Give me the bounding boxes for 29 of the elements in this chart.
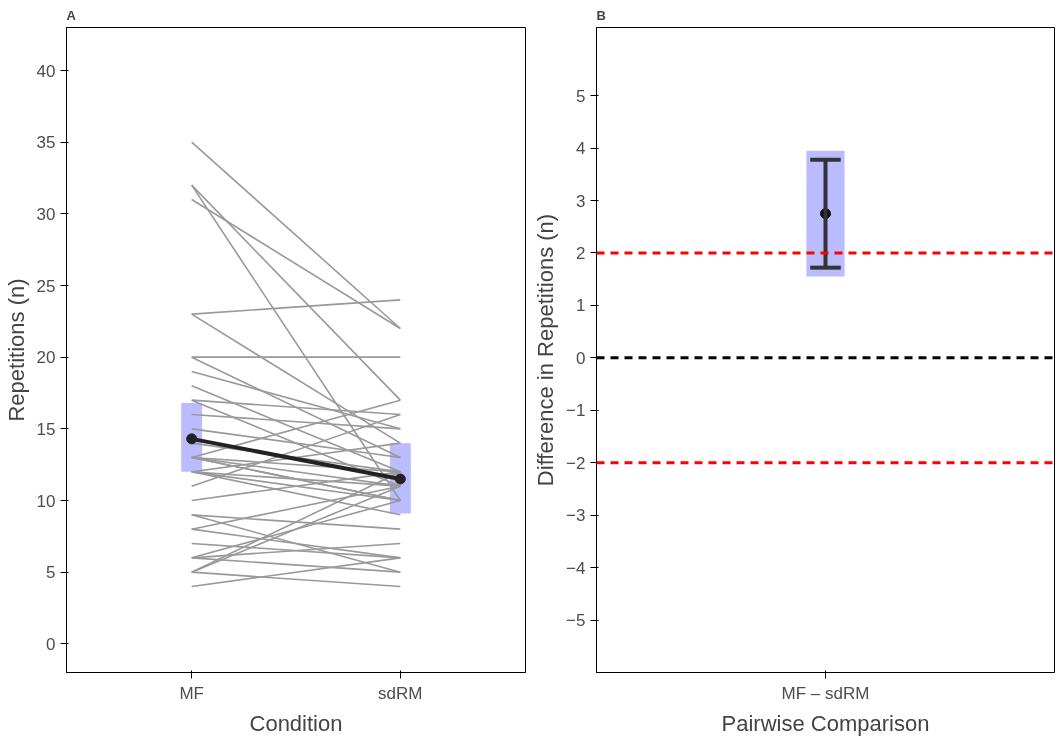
y-tick-label: 35 [36,133,56,153]
y-tick-label: 5 [46,563,56,583]
x-axis-title: Condition [249,710,343,736]
y-tick-label: 10 [36,491,56,511]
x-tick-label: sdRM [378,683,423,703]
y-tick-label: 3 [576,191,586,211]
y-axis-title: Repetitions (n) [3,278,29,422]
x-axis-title: Pairwise Comparison [721,710,930,736]
chart-title: B [596,7,606,23]
y-tick-label: 40 [36,61,56,81]
y-tick-label: 0 [576,348,586,368]
x-tick-label: MF – sdRM [781,683,870,703]
y-tick-label: 15 [36,419,56,439]
y-tick-label: 1 [576,296,586,316]
y-tick-label: 25 [36,276,56,296]
y-tick-label: −4 [566,558,586,578]
y-tick-label: −3 [566,506,586,526]
chart-title: A [66,7,77,23]
y-tick-label: 5 [576,86,586,106]
y-tick-label: 4 [576,139,586,159]
y-tick-label: 30 [36,204,56,224]
y-tick-label: −1 [566,401,586,421]
y-tick-label: −2 [566,453,586,473]
x-tick-label: MF [179,683,204,703]
y-tick-label: −5 [566,611,586,631]
y-tick-label: 0 [46,634,56,654]
y-axis-title: Difference in Repetitions (n) [533,213,559,487]
y-tick-label: 20 [36,348,56,368]
y-tick-label: 2 [576,243,586,263]
